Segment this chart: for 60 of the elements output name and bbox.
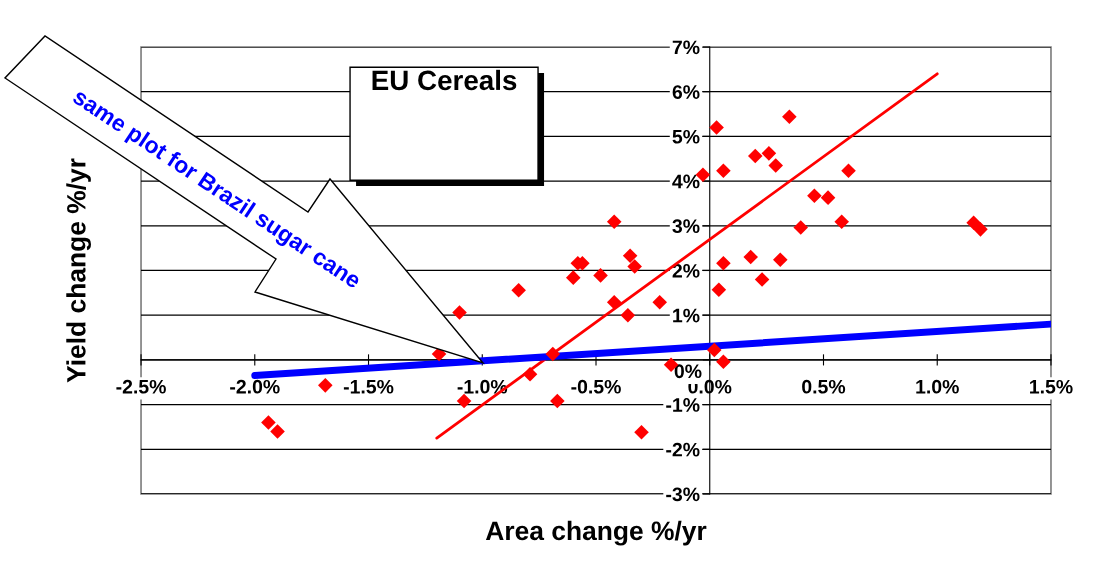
point xyxy=(627,259,642,274)
x-tick-label: 1.5% xyxy=(1030,379,1073,394)
point xyxy=(707,342,722,358)
point xyxy=(782,109,797,124)
point xyxy=(793,220,809,235)
x-tick-label: -2.5% xyxy=(116,379,166,394)
point xyxy=(772,252,788,268)
y-tick-label: -1% xyxy=(666,398,700,412)
y-axis-title: Yield change %/yr xyxy=(66,158,91,383)
point xyxy=(634,425,649,440)
point xyxy=(747,148,763,164)
point xyxy=(620,307,636,323)
point xyxy=(743,249,758,265)
point xyxy=(606,294,622,310)
point xyxy=(754,272,770,287)
y-tick-label: -3% xyxy=(666,487,700,502)
y-tick-label: 6% xyxy=(672,85,700,99)
x-axis-title: Area change %/yr xyxy=(485,520,707,546)
point xyxy=(761,146,777,161)
point xyxy=(711,282,727,297)
point xyxy=(270,424,285,439)
y-tick-label: 5% xyxy=(672,129,700,144)
point xyxy=(511,282,526,298)
point xyxy=(709,120,724,135)
y-tick-label: 3% xyxy=(672,219,700,234)
point xyxy=(973,222,988,237)
y-tick-label: 7% xyxy=(672,40,700,55)
point xyxy=(807,188,822,204)
point xyxy=(652,294,667,310)
x-tick-label: -2.0% xyxy=(230,379,280,394)
point xyxy=(318,378,333,393)
x-tick-label: -1.0% xyxy=(457,379,508,394)
y-tick-label: -2% xyxy=(666,442,700,457)
point xyxy=(820,190,836,205)
point xyxy=(593,268,608,283)
point xyxy=(545,346,561,362)
y-tick-label: 2% xyxy=(672,263,700,278)
y-tick-label: 4% xyxy=(672,174,700,189)
point xyxy=(622,248,638,264)
point xyxy=(716,354,731,369)
point xyxy=(522,366,538,382)
point xyxy=(716,256,731,271)
point xyxy=(841,163,856,179)
point xyxy=(716,163,731,179)
x-tick-label: -0.5% xyxy=(571,379,621,394)
point xyxy=(565,270,581,285)
x-tick-label: -1.5% xyxy=(343,379,394,394)
point xyxy=(452,305,467,320)
y-tick-label: 0% xyxy=(674,364,702,379)
point xyxy=(550,393,565,409)
text: EU Cereals xyxy=(372,69,517,91)
point xyxy=(966,215,981,230)
x-tick-label: 0.5% xyxy=(802,379,846,394)
point xyxy=(456,393,472,409)
point xyxy=(606,214,622,230)
y-tick-label: 1% xyxy=(673,308,700,323)
point xyxy=(261,415,276,430)
x-tick-label: 1.0% xyxy=(916,379,959,394)
point xyxy=(768,158,784,173)
point xyxy=(834,214,849,230)
